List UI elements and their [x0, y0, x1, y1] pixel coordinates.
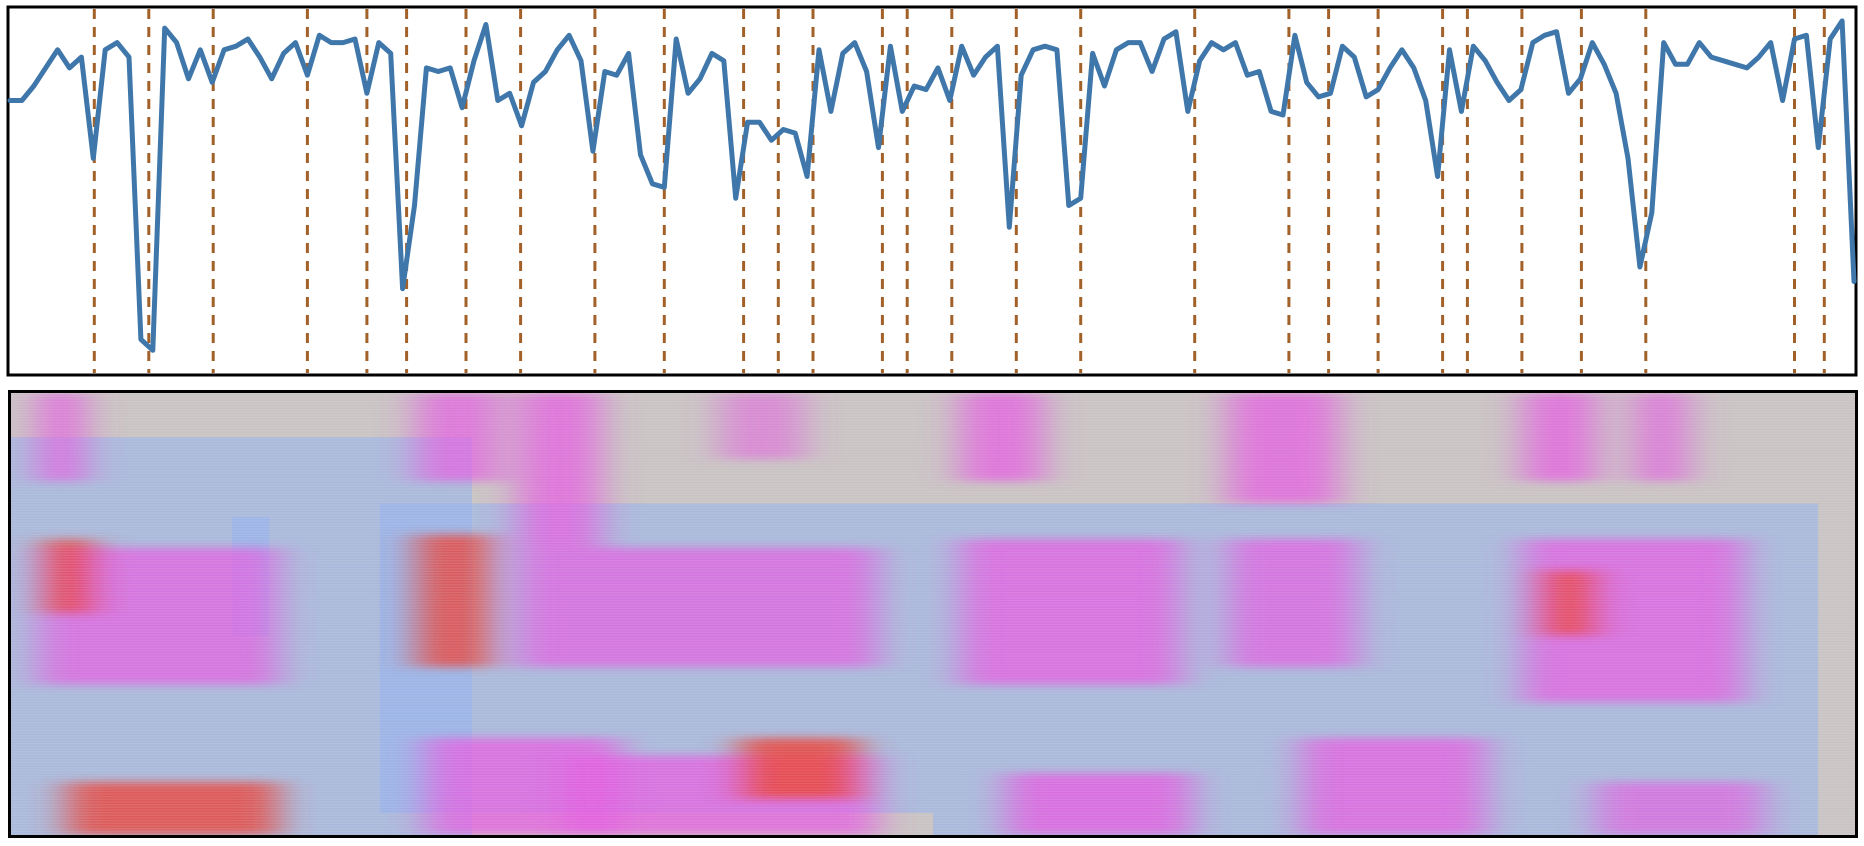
series-line — [7, 18, 1857, 353]
spectrogram-texture — [11, 393, 1855, 835]
spectrogram-canvas — [11, 393, 1855, 835]
spectrogram — [8, 390, 1858, 838]
line-chart — [6, 5, 1858, 377]
line-chart-frame — [6, 5, 1858, 377]
